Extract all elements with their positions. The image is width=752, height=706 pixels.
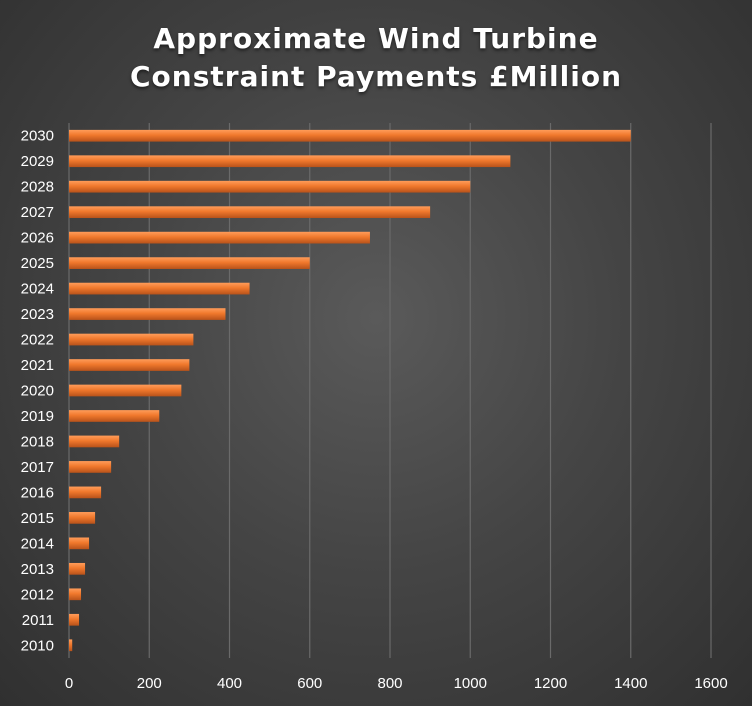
bar-2012 [69, 588, 82, 601]
x-tick-label-1000: 1000 [454, 675, 487, 692]
bar-2023 [69, 308, 226, 320]
x-tick-label-1600: 1600 [694, 675, 727, 692]
bars [69, 129, 631, 652]
bar-2025 [69, 257, 310, 269]
bar-2013 [69, 562, 86, 575]
y-tick-label-2028: 2028 [21, 179, 54, 196]
bar-2022 [69, 333, 194, 346]
bar-2024 [69, 282, 250, 295]
y-tick-label-2025: 2025 [21, 255, 54, 272]
x-tick-label-1200: 1200 [534, 675, 567, 692]
bar-2021 [69, 359, 190, 371]
bar-2020 [69, 384, 182, 397]
y-tick-label-2013: 2013 [21, 561, 54, 578]
y-tick-label-2014: 2014 [21, 535, 54, 552]
chart-title-line-1: Approximate Wind Turbine [153, 22, 599, 55]
x-tick-label-200: 200 [137, 675, 162, 692]
chart-title: Approximate Wind Turbine Constraint Paym… [0, 20, 752, 96]
y-tick-label-2012: 2012 [21, 586, 54, 603]
y-tick-label-2030: 2030 [21, 128, 54, 145]
y-tick-label-2011: 2011 [22, 612, 54, 629]
bar-2030 [69, 129, 631, 142]
x-tick-label-0: 0 [65, 675, 73, 692]
x-tick-label-400: 400 [217, 675, 242, 692]
bar-2026 [69, 231, 370, 244]
bar-2028 [69, 180, 471, 193]
bar-2010 [69, 639, 73, 652]
bar-2014 [69, 537, 90, 550]
x-tick-label-600: 600 [297, 675, 322, 692]
y-tick-label-2029: 2029 [21, 153, 54, 170]
y-tick-label-2016: 2016 [21, 484, 54, 501]
y-tick-label-2022: 2022 [21, 332, 54, 349]
y-tick-label-2017: 2017 [21, 459, 54, 476]
y-tick-label-2024: 2024 [21, 281, 54, 298]
y-tick-label-2023: 2023 [21, 306, 54, 323]
bar-2017 [69, 461, 112, 473]
y-tick-label-2010: 2010 [21, 637, 54, 654]
x-tick-label-1400: 1400 [614, 675, 647, 692]
y-tick-label-2021: 2021 [21, 357, 54, 374]
bar-2018 [69, 435, 120, 448]
y-axis-labels: 2010 2011 2012 2013 2014 2015 2016 2017 2018 2019… [21, 128, 54, 655]
y-tick-label-2027: 2027 [21, 204, 54, 221]
bar-2019 [69, 410, 160, 422]
bar-2016 [69, 486, 102, 499]
bar-2011 [69, 613, 80, 626]
chart-title-line-2: Constraint Payments £Million [130, 60, 622, 93]
bar-2015 [69, 512, 96, 524]
y-tick-label-2020: 2020 [21, 383, 54, 400]
bar-2027 [69, 206, 431, 219]
bar-2029 [69, 155, 511, 168]
y-tick-label-2019: 2019 [21, 408, 54, 425]
y-tick-label-2026: 2026 [21, 230, 54, 247]
x-axis-labels: 0 200 400 600 800 1000 1200 1400 1600 [65, 675, 728, 692]
y-tick-label-2018: 2018 [21, 433, 54, 450]
y-tick-label-2015: 2015 [21, 510, 54, 527]
x-tick-label-800: 800 [377, 675, 402, 692]
